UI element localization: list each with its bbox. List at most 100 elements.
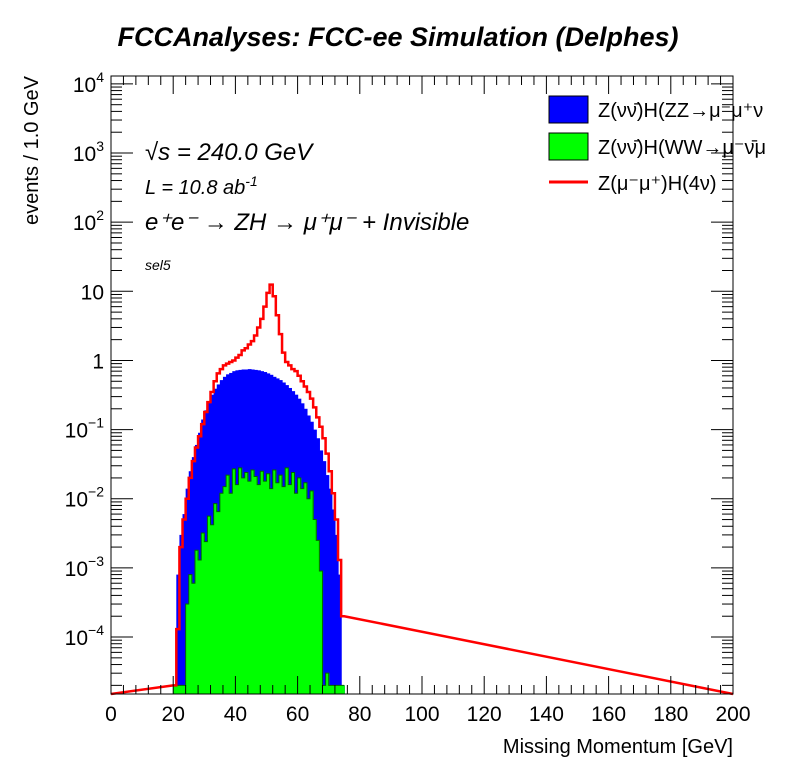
x-tick-label: 120 <box>467 703 502 726</box>
y-tick-exponent: 2 <box>96 207 104 223</box>
y-tick-exponent: −2 <box>88 484 104 500</box>
x-tick-label: 180 <box>653 703 688 726</box>
y-tick-exponent: −3 <box>88 553 104 569</box>
bar <box>294 493 299 694</box>
x-tick-label: 40 <box>224 703 247 726</box>
bar <box>229 493 233 694</box>
bar <box>226 475 230 694</box>
bar <box>285 467 289 694</box>
y-tick-label: 1 <box>92 350 104 373</box>
y-tick-label: 10−1 <box>65 415 105 443</box>
bar <box>272 470 277 694</box>
x-tick-label: 60 <box>286 703 309 726</box>
bar <box>185 604 190 694</box>
bar <box>334 685 339 694</box>
bar <box>222 486 227 694</box>
y-tick-base: 10 <box>65 558 88 581</box>
bar <box>241 477 246 694</box>
y-tick-exponent: −1 <box>88 415 104 431</box>
y-tick-exponent: 4 <box>96 69 104 85</box>
y-tick-base: 10 <box>65 627 88 650</box>
bar <box>331 685 336 694</box>
bar <box>244 472 249 694</box>
bar <box>194 550 199 694</box>
chart-title: FCCAnalyses: FCC-ee Simulation (Delphes) <box>117 22 678 52</box>
series-layer <box>110 283 734 696</box>
bar <box>179 685 184 694</box>
legend-swatch-ww <box>548 132 589 161</box>
bar <box>191 583 196 694</box>
bar <box>201 532 205 694</box>
y-tick-base: 10 <box>73 74 96 97</box>
y-tick-base: 10 <box>73 212 96 235</box>
series-ww-outline <box>173 467 345 686</box>
bar <box>325 475 330 694</box>
x-tick-label: 0 <box>105 703 117 726</box>
y-tick-label: 10−2 <box>65 484 105 512</box>
bar <box>266 473 271 694</box>
bar <box>179 534 184 694</box>
y-tick-base: 10 <box>65 420 88 443</box>
y-tick-base: 1 <box>92 350 104 373</box>
bar <box>250 470 255 694</box>
bar <box>325 673 330 694</box>
bar <box>219 493 224 694</box>
bar <box>300 488 305 694</box>
bar <box>306 498 311 694</box>
bar <box>188 574 193 694</box>
bar <box>216 511 221 694</box>
bar <box>254 476 258 694</box>
bar <box>297 477 302 694</box>
bar <box>238 467 243 694</box>
y-axis-label: events / 1.0 GeV <box>21 75 43 225</box>
bar <box>235 484 240 694</box>
x-axis-label: Missing Momentum [GeV] <box>503 736 733 758</box>
legend-label-signal: Z(μ⁻μ⁺)H(4ν) <box>598 173 717 195</box>
bar <box>322 685 327 694</box>
x-tick-label: 80 <box>348 703 371 726</box>
x-tick-label: 200 <box>715 703 750 726</box>
bar <box>341 685 345 694</box>
y-tick-label: 103 <box>73 138 104 166</box>
legend: Z(νν̄)H(ZZ→μ⁻μ⁺ν Z(νν̄)H(WW→μ⁻ν̄μ Z(μ⁻μ⁺… <box>548 95 766 195</box>
bar <box>313 519 317 694</box>
legend-label-zz: Z(νν̄)H(ZZ→μ⁻μ⁺ν <box>598 100 763 122</box>
sqrt-s-annotation: √s = 240.0 GeV <box>145 139 314 166</box>
bar <box>257 484 261 694</box>
bar <box>232 468 236 694</box>
y-tick-base: 10 <box>65 489 88 512</box>
luminosity-text: L = 10.8 ab <box>145 177 245 199</box>
luminosity-annotation: L = 10.8 ab-1 <box>145 173 258 199</box>
selection-annotation: sel5 <box>145 257 171 273</box>
bar <box>185 488 190 694</box>
bar <box>263 481 268 694</box>
bar <box>247 481 252 694</box>
bar <box>288 484 292 694</box>
process-annotation: e⁺e⁻ → ZH → μ⁺μ⁻ + Invisible <box>145 209 469 236</box>
bar <box>316 540 320 694</box>
y-tick-exponent: −4 <box>88 622 104 638</box>
bar <box>291 472 296 694</box>
bar <box>282 486 286 694</box>
bar <box>328 685 333 694</box>
y-tick-label: 10 <box>81 281 104 304</box>
bar <box>275 482 280 694</box>
series-signal-line <box>110 283 734 696</box>
bar <box>310 490 314 694</box>
x-tick-label: 160 <box>591 703 626 726</box>
legend-swatch-zz <box>548 95 589 124</box>
bar <box>328 488 333 694</box>
x-tick-label: 100 <box>404 703 439 726</box>
bar <box>213 503 218 694</box>
y-tick-base: 10 <box>81 281 104 304</box>
bar <box>210 524 215 694</box>
bar <box>176 574 181 694</box>
bar <box>338 574 342 694</box>
bar <box>260 471 264 694</box>
bar <box>207 516 212 694</box>
bar <box>334 534 339 694</box>
bar <box>198 560 202 694</box>
bar <box>319 571 324 694</box>
bar <box>331 509 336 694</box>
